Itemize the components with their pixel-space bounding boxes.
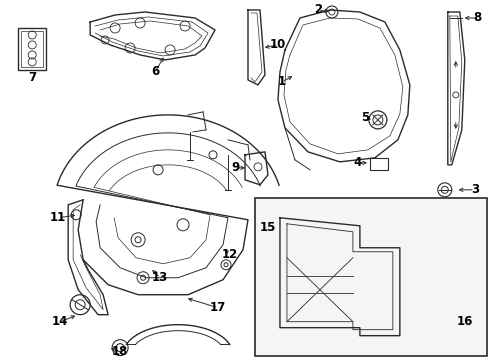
Text: 11: 11: [50, 211, 66, 224]
Circle shape: [296, 206, 324, 234]
Text: 8: 8: [474, 12, 482, 24]
Text: 7: 7: [28, 71, 36, 85]
Text: 5: 5: [361, 111, 369, 125]
Text: 12: 12: [222, 248, 238, 261]
Bar: [21, 31, 43, 67]
Text: 9: 9: [231, 161, 239, 174]
Text: 18: 18: [112, 345, 128, 358]
Bar: [255, 198, 487, 356]
Text: 3: 3: [471, 183, 479, 196]
Text: 16: 16: [457, 315, 473, 328]
Text: 1: 1: [278, 76, 286, 89]
Text: 14: 14: [52, 315, 69, 328]
Text: 15: 15: [260, 221, 276, 234]
Text: 4: 4: [354, 156, 362, 169]
Text: 10: 10: [270, 39, 286, 51]
Text: 2: 2: [314, 4, 322, 17]
Text: 13: 13: [152, 271, 168, 284]
Text: 17: 17: [210, 301, 226, 314]
Bar: [18, 28, 46, 70]
Bar: [370, 158, 388, 170]
Text: 6: 6: [151, 66, 159, 78]
